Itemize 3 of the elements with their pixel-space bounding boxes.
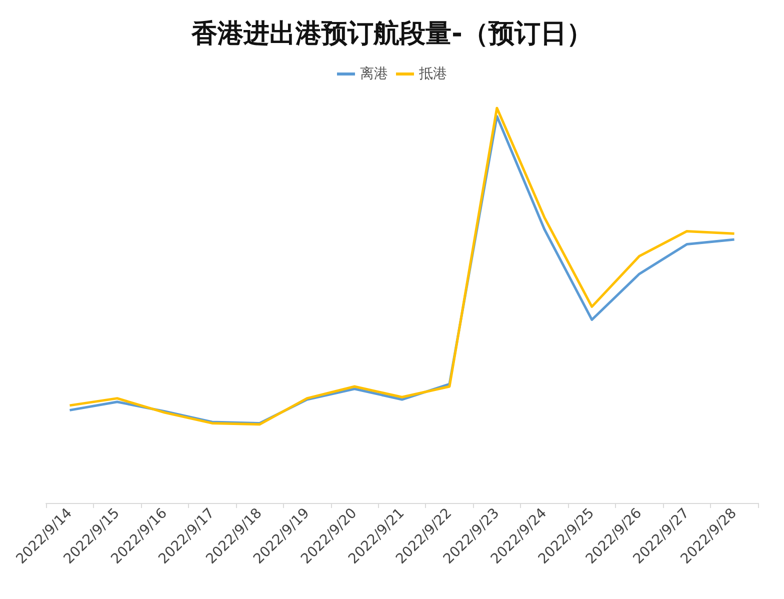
chart-title: 香港进出港预订航段量-（预订日） bbox=[190, 19, 592, 49]
legend-label: 离港 bbox=[360, 66, 388, 82]
legend-label: 抵港 bbox=[418, 66, 447, 82]
